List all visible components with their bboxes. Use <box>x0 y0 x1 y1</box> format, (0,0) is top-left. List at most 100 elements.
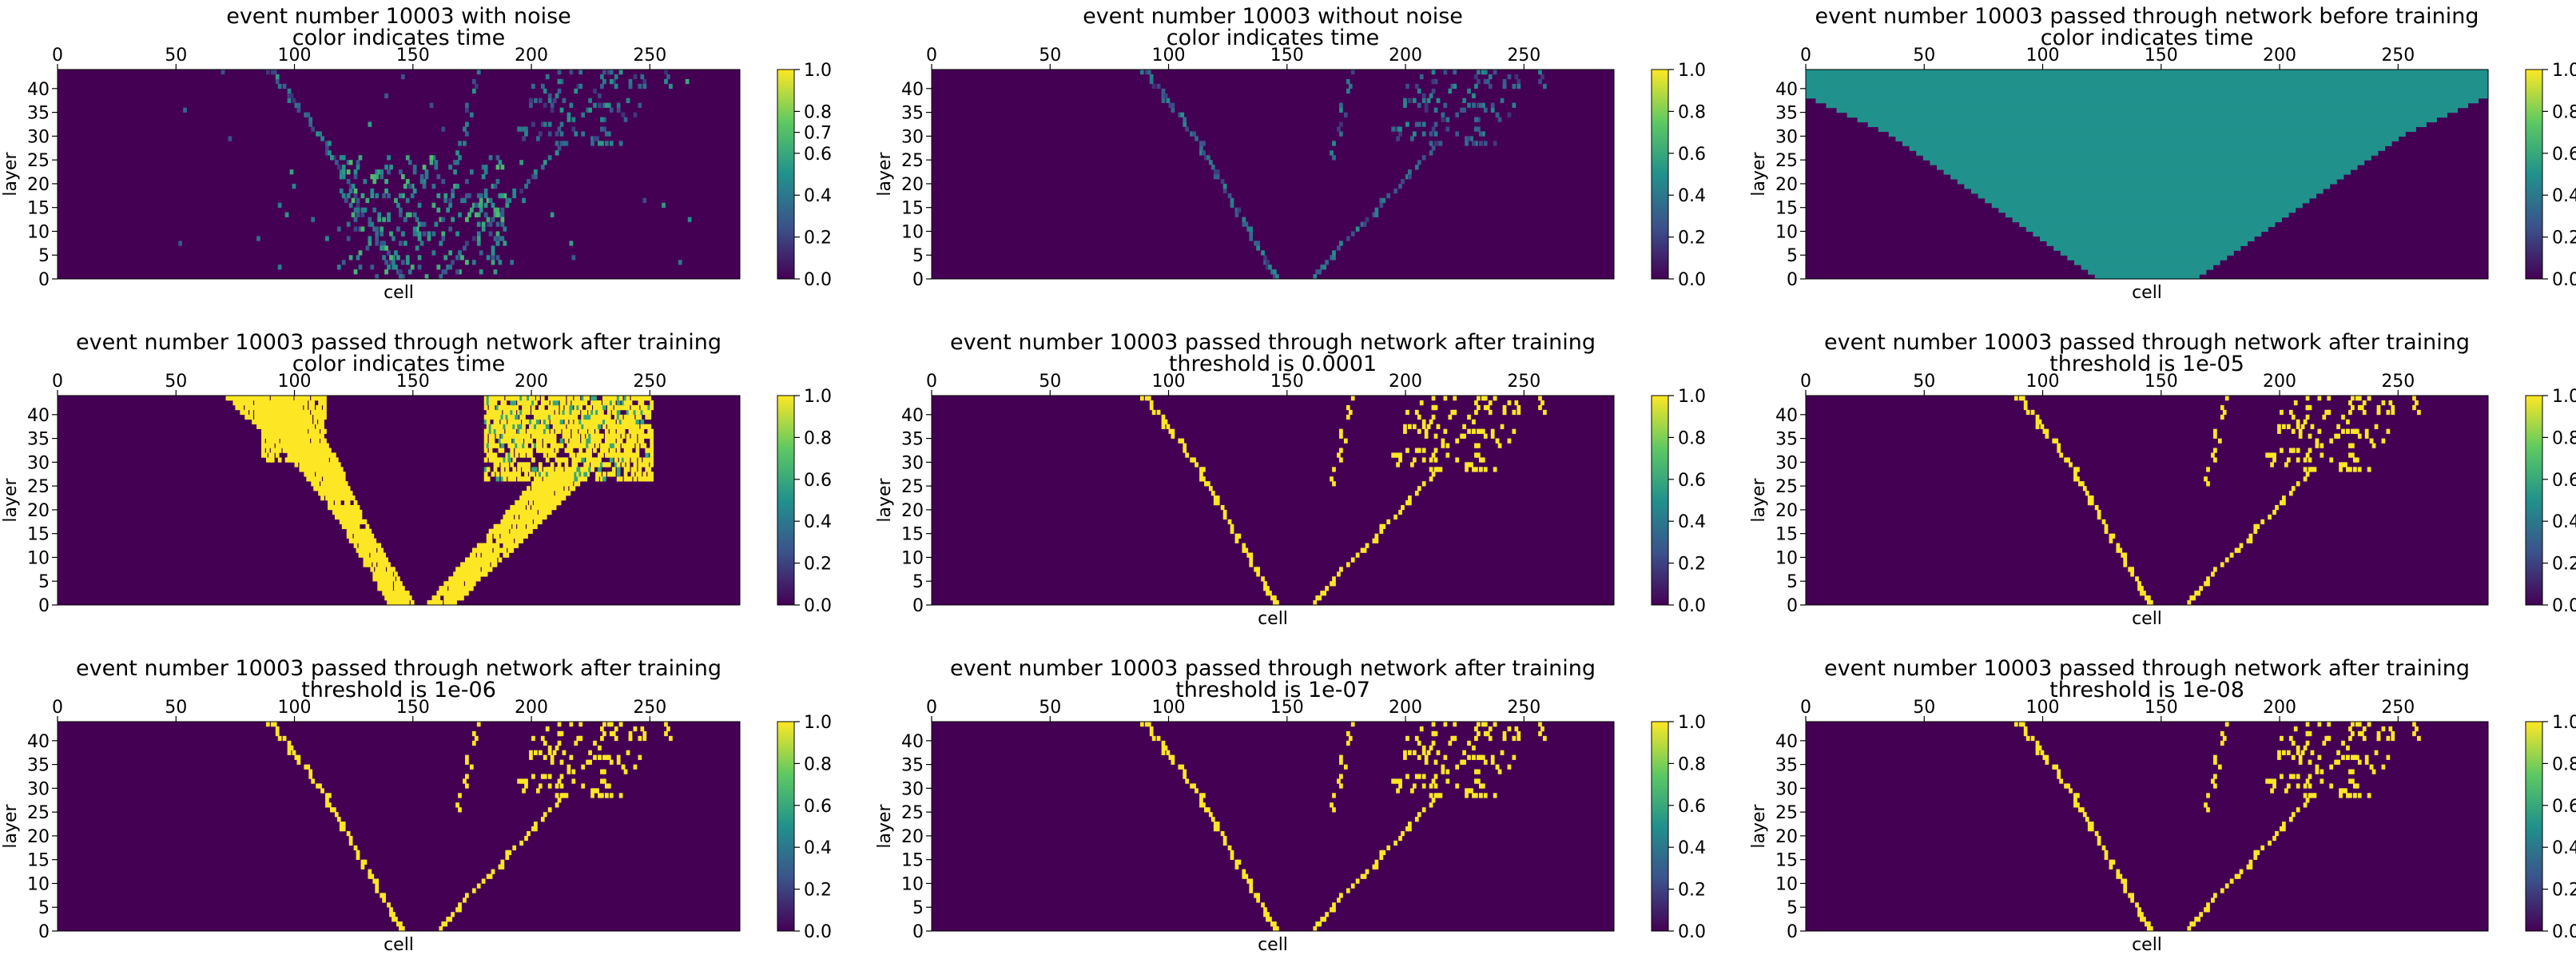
heatmap-cell <box>479 562 483 567</box>
heatmap-cell <box>598 754 602 760</box>
heatmap-cell <box>1538 78 1542 85</box>
heatmap-cell <box>593 462 597 468</box>
heatmap-cell <box>534 443 538 448</box>
heatmap-cell <box>351 183 356 189</box>
heatmap-cell <box>2343 462 2347 468</box>
heatmap-cell <box>586 424 590 429</box>
colorbar <box>1651 395 1669 606</box>
heatmap-cell <box>284 424 289 429</box>
heatmap-cell <box>363 528 368 534</box>
heatmap-cell <box>1472 102 1476 108</box>
heatmap-cell <box>2346 428 2350 434</box>
heatmap-cell <box>635 472 640 477</box>
heatmap-cell <box>375 888 380 893</box>
heatmap-cell <box>507 428 512 434</box>
heatmap-cell <box>519 126 523 132</box>
heatmap-cell <box>638 414 642 420</box>
heatmap-cell <box>2037 745 2042 751</box>
heatmap-cell <box>512 396 517 401</box>
heatmap-cell <box>320 428 324 434</box>
heatmap-cell <box>529 97 533 103</box>
heatmap-cell <box>325 457 329 463</box>
heatmap-cell <box>268 428 272 434</box>
colorbar-tick-label: 0.2 <box>1678 881 1706 901</box>
heatmap-cell <box>304 428 308 434</box>
heatmap-cell <box>600 448 604 453</box>
heatmap-cell <box>2023 726 2028 732</box>
heatmap-cell <box>289 433 294 439</box>
heatmap-cell <box>451 591 455 596</box>
heatmap-cell <box>399 169 403 175</box>
heatmap-cell <box>633 112 638 117</box>
heatmap-cell <box>566 481 571 487</box>
heatmap-cell <box>1166 424 1171 429</box>
heatmap-cell <box>330 500 334 506</box>
chart-subtitle: color indicates time <box>1167 26 1380 50</box>
heatmap-cell <box>550 443 555 448</box>
heatmap-cell <box>1263 907 1267 913</box>
heatmap-cell <box>1147 722 1151 727</box>
heatmap-cell <box>483 433 488 439</box>
heatmap-cell <box>328 472 332 477</box>
heatmap-cell <box>471 562 476 567</box>
heatmap-cell <box>372 878 377 884</box>
heatmap-cell <box>1151 83 1156 90</box>
heatmap-cell <box>543 419 547 425</box>
heatmap-cell <box>645 462 650 468</box>
heatmap-cell <box>1445 126 1450 132</box>
heatmap-cell <box>439 586 443 591</box>
heatmap-cell <box>358 528 363 534</box>
heatmap-cell <box>431 600 436 606</box>
heatmap-cell <box>535 443 540 448</box>
heatmap-cell <box>1379 854 1384 860</box>
heatmap-cell <box>1405 83 1409 90</box>
heatmap-cell <box>353 504 358 511</box>
colorbar-tick-label: 0.8 <box>1678 102 1706 122</box>
heatmap-cell <box>1273 274 1277 280</box>
heatmap-cell <box>507 424 512 429</box>
heatmap-cell <box>600 462 604 468</box>
heatmap-cell <box>1230 850 1234 856</box>
heatmap-cell <box>581 396 586 401</box>
heatmap-cell <box>547 155 552 161</box>
heatmap-cell <box>1408 424 1412 429</box>
heatmap-cell <box>1477 126 1481 132</box>
heatmap-cell <box>304 472 308 477</box>
heatmap-cell <box>642 443 647 448</box>
heatmap-cell <box>593 414 597 420</box>
heatmap-cell <box>1234 859 1239 865</box>
heatmap-cell <box>642 404 647 411</box>
heatmap-cell <box>2272 783 2276 789</box>
heatmap-cell <box>1433 433 1438 439</box>
heatmap-cell <box>555 472 559 477</box>
heatmap-cell <box>1448 740 1453 746</box>
heatmap-cell <box>448 591 453 596</box>
heatmap-cell <box>604 452 609 458</box>
heatmap-cell <box>547 97 552 103</box>
heatmap-cell <box>647 433 652 439</box>
heatmap-cell <box>574 481 578 487</box>
heatmap-cell <box>545 414 550 420</box>
heatmap-cell <box>2305 472 2310 477</box>
heatmap-cell <box>2246 864 2251 869</box>
heatmap-row-fill <box>1826 102 2469 109</box>
heatmap-cell <box>2222 735 2227 742</box>
heatmap-background <box>58 396 740 605</box>
heatmap-cell <box>1431 740 1436 746</box>
heatmap-cell <box>1330 150 1334 156</box>
heatmap-cell <box>2282 750 2286 755</box>
heatmap-cell <box>259 396 263 401</box>
heatmap-cell <box>431 155 436 161</box>
heatmap-cell <box>578 722 583 727</box>
heatmap-cell <box>650 476 654 482</box>
heatmap-cell <box>645 396 650 401</box>
heatmap-cell <box>569 448 574 453</box>
heatmap-cell <box>412 165 417 170</box>
heatmap-cell <box>436 600 441 606</box>
heatmap-cell <box>598 457 602 463</box>
heatmap-cell <box>284 433 289 439</box>
heatmap-cell <box>289 438 294 444</box>
heatmap-cell <box>488 428 493 434</box>
plot-frame <box>931 395 1615 606</box>
heatmap-cell <box>306 414 311 420</box>
